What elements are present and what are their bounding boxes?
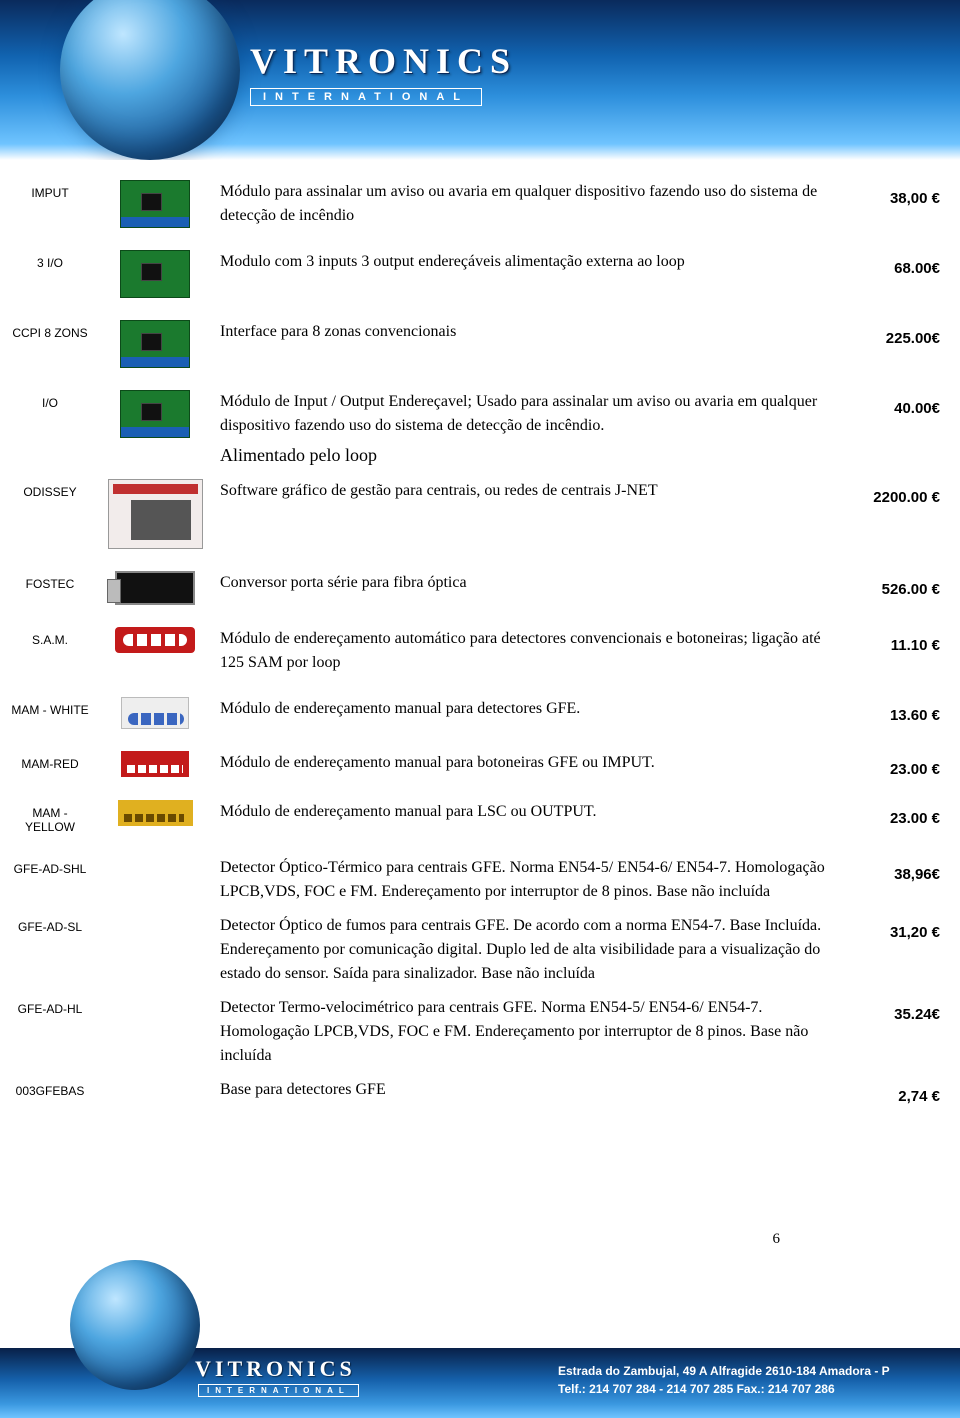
table-row: MAM-RED Módulo de endereçamento manual p… (10, 751, 940, 778)
product-price: 23.00 € (840, 751, 940, 778)
product-thumb (100, 800, 210, 826)
product-price: 38,96€ (840, 856, 940, 883)
table-row: 003GFEBAS Base para detectores GFE 2,74 … (10, 1078, 940, 1105)
footer-address: Estrada do Zambujal, 49 A Alfragide 2610… (558, 1362, 890, 1398)
product-code: S.A.M. (10, 627, 90, 647)
brand-logo: VITRONICS INTERNATIONAL (250, 40, 517, 106)
product-price: 2,74 € (840, 1078, 940, 1105)
product-price: 68.00€ (840, 250, 940, 277)
product-thumb (100, 751, 210, 777)
product-desc: Módulo para assinalar um aviso ou avaria… (220, 180, 830, 228)
product-desc: Modulo com 3 inputs 3 output endereçávei… (220, 250, 830, 274)
page-header: VITRONICS INTERNATIONAL (0, 0, 960, 160)
product-thumb (100, 250, 210, 298)
product-code: 003GFEBAS (10, 1078, 90, 1098)
page-footer: VITRONICS INTERNATIONAL Estrada do Zambu… (0, 1268, 960, 1418)
product-price: 35.24€ (840, 996, 940, 1023)
product-desc: Detector Termo-velocimétrico para centra… (220, 996, 830, 1068)
product-code: CCPI 8 ZONS (10, 320, 90, 340)
product-thumb (100, 571, 210, 605)
table-row: GFE-AD-SHL Detector Óptico-Térmico para … (10, 856, 940, 904)
product-code: IMPUT (10, 180, 90, 200)
brand-tagline: INTERNATIONAL (250, 88, 482, 106)
product-thumb (100, 627, 210, 653)
product-desc: Base para detectores GFE (220, 1078, 830, 1102)
product-desc: Módulo de endereçamento manual para boto… (220, 751, 830, 775)
page-number: 6 (773, 1231, 781, 1248)
table-row: S.A.M. Módulo de endereçamento automátic… (10, 627, 940, 675)
product-code: MAM-RED (10, 751, 90, 771)
desc-subline: Alimentado pelo loop (220, 442, 830, 469)
brand-name: VITRONICS (195, 1356, 356, 1382)
address-line: Telf.: 214 707 284 - 214 707 285 Fax.: 2… (558, 1380, 890, 1398)
product-table: IMPUT Módulo para assinalar um aviso ou … (0, 160, 960, 1105)
product-price: 23.00 € (840, 800, 940, 827)
product-price: 13.60 € (840, 697, 940, 724)
product-desc: Conversor porta série para fibra óptica (220, 571, 830, 595)
product-price: 2200.00 € (840, 479, 940, 506)
product-thumb (100, 320, 210, 368)
product-price: 526.00 € (840, 571, 940, 598)
table-row: CCPI 8 ZONS Interface para 8 zonas conve… (10, 320, 940, 368)
product-price: 31,20 € (840, 914, 940, 941)
product-thumb (100, 180, 210, 228)
product-desc: Detector Óptico de fumos para centrais G… (220, 914, 830, 986)
globe-icon (60, 0, 240, 160)
product-code: 3 I/O (10, 250, 90, 270)
product-code: I/O (10, 390, 90, 410)
product-desc: Interface para 8 zonas convencionais (220, 320, 830, 344)
product-desc: Módulo de endereçamento manual para LSC … (220, 800, 830, 824)
product-desc: Software gráfico de gestão para centrais… (220, 479, 830, 503)
product-desc: Módulo de endereçamento automático para … (220, 627, 830, 675)
product-price: 38,00 € (840, 180, 940, 207)
table-row: GFE-AD-HL Detector Termo-velocimétrico p… (10, 996, 940, 1068)
product-desc: Módulo de Input / Output Endereçavel; Us… (220, 390, 830, 469)
product-code: FOSTEC (10, 571, 90, 591)
table-row: GFE-AD-SL Detector Óptico de fumos para … (10, 914, 940, 986)
product-thumb (100, 390, 210, 438)
product-desc: Detector Óptico-Térmico para centrais GF… (220, 856, 830, 904)
product-code: GFE-AD-SHL (10, 856, 90, 876)
table-row: I/O Módulo de Input / Output Endereçavel… (10, 390, 940, 469)
product-price: 11.10 € (840, 627, 940, 654)
globe-icon (70, 1260, 200, 1390)
brand-name: VITRONICS (250, 40, 517, 82)
product-code: MAM - YELLOW (10, 800, 90, 834)
brand-tagline: INTERNATIONAL (198, 1384, 359, 1397)
product-code: ODISSEY (10, 479, 90, 499)
table-row: FOSTEC Conversor porta série para fibra … (10, 571, 940, 605)
table-row: MAM - WHITE Módulo de endereçamento manu… (10, 697, 940, 729)
table-row: IMPUT Módulo para assinalar um aviso ou … (10, 180, 940, 228)
table-row: MAM - YELLOW Módulo de endereçamento man… (10, 800, 940, 834)
product-price: 40.00€ (840, 390, 940, 417)
product-thumb (100, 479, 210, 549)
product-code: GFE-AD-HL (10, 996, 90, 1016)
product-code: GFE-AD-SL (10, 914, 90, 934)
product-price: 225.00€ (840, 320, 940, 347)
desc-text: Módulo de Input / Output Endereçavel; Us… (220, 393, 817, 434)
product-code: MAM - WHITE (10, 697, 90, 717)
product-desc: Módulo de endereçamento manual para dete… (220, 697, 830, 721)
product-thumb (100, 697, 210, 729)
address-line: Estrada do Zambujal, 49 A Alfragide 2610… (558, 1362, 890, 1380)
table-row: ODISSEY Software gráfico de gestão para … (10, 479, 940, 549)
table-row: 3 I/O Modulo com 3 inputs 3 output ender… (10, 250, 940, 298)
